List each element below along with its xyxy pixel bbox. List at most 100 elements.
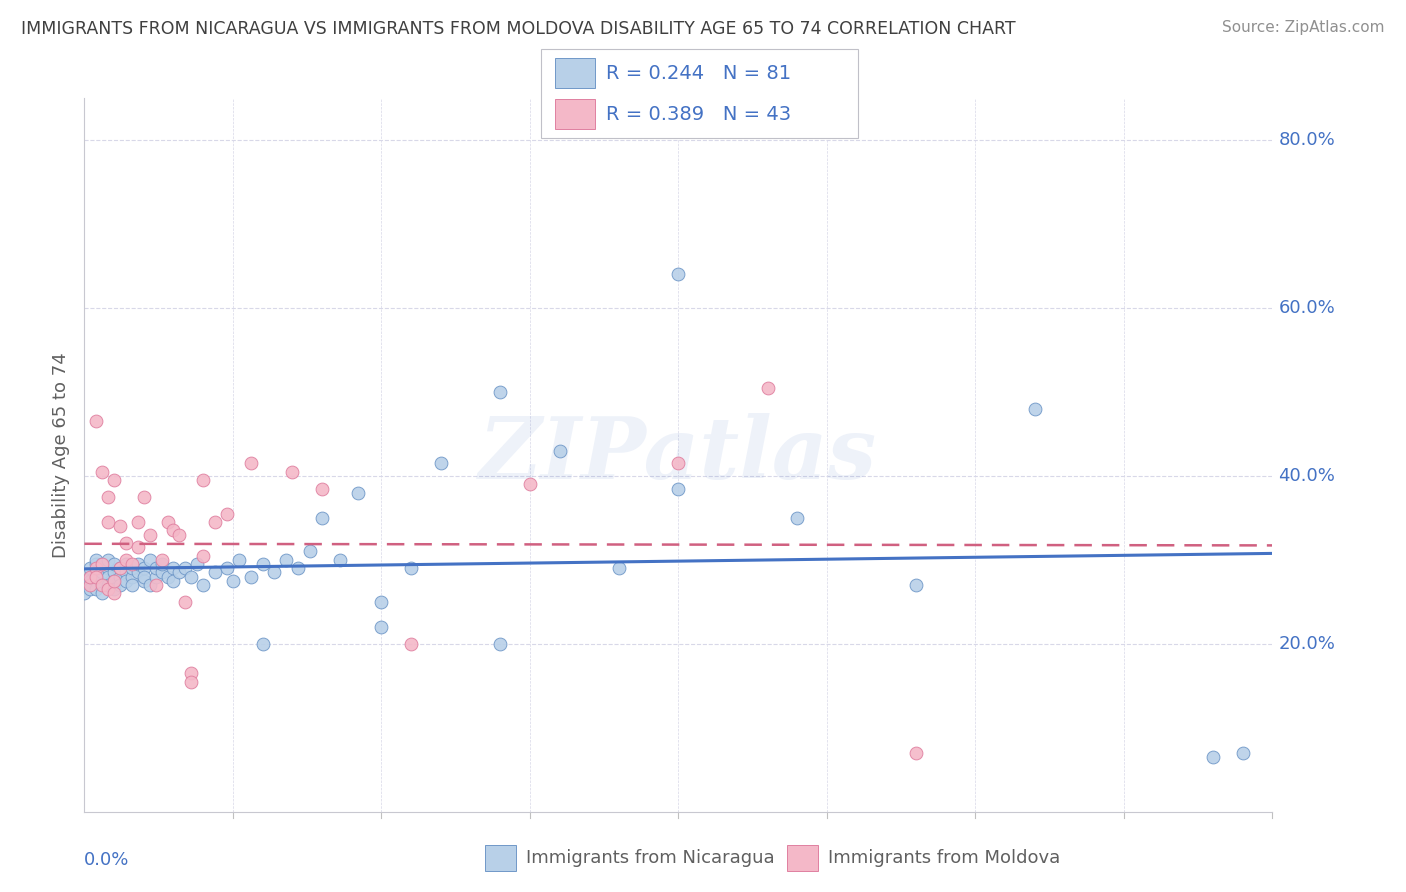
Point xyxy=(91,557,114,571)
Text: 80.0%: 80.0% xyxy=(1278,131,1336,149)
Text: 0.0%: 0.0% xyxy=(84,851,129,869)
Point xyxy=(191,549,215,563)
Point xyxy=(370,620,392,634)
Point xyxy=(132,574,155,588)
Point xyxy=(79,561,101,575)
Point xyxy=(84,553,107,567)
Point xyxy=(786,511,808,525)
Point xyxy=(311,482,333,496)
Point xyxy=(162,524,184,538)
Point xyxy=(222,574,245,588)
Point xyxy=(150,553,173,567)
Point xyxy=(108,561,131,575)
Point xyxy=(162,574,184,588)
Point xyxy=(174,595,197,609)
Point xyxy=(115,557,138,571)
Point xyxy=(103,586,125,600)
Point xyxy=(115,566,138,580)
Point xyxy=(84,414,107,428)
Point xyxy=(215,507,238,521)
Point xyxy=(91,578,114,592)
Point xyxy=(103,566,125,580)
Point xyxy=(103,473,125,487)
Point xyxy=(1024,401,1046,416)
Text: Immigrants from Moldova: Immigrants from Moldova xyxy=(828,849,1060,867)
Point xyxy=(489,384,512,399)
Point xyxy=(239,456,262,470)
Point xyxy=(156,515,179,529)
Point xyxy=(91,578,114,592)
Point xyxy=(84,569,107,583)
Text: Immigrants from Nicaragua: Immigrants from Nicaragua xyxy=(526,849,775,867)
Point xyxy=(97,515,120,529)
Point xyxy=(905,578,928,592)
Point xyxy=(399,637,422,651)
Point xyxy=(276,553,298,567)
Point xyxy=(180,674,202,689)
Point xyxy=(399,561,422,575)
Point xyxy=(127,515,149,529)
Point xyxy=(281,465,304,479)
Point xyxy=(191,578,215,592)
Point xyxy=(127,566,149,580)
Point xyxy=(91,465,114,479)
Point xyxy=(329,553,352,567)
Point xyxy=(84,582,107,597)
Point xyxy=(138,527,160,541)
Point xyxy=(169,566,191,580)
Point xyxy=(252,557,274,571)
Point xyxy=(103,574,125,588)
Point xyxy=(204,515,226,529)
Point xyxy=(607,561,630,575)
Point xyxy=(668,456,690,470)
Point xyxy=(162,561,184,575)
Point xyxy=(73,586,96,600)
Point xyxy=(228,553,250,567)
Point xyxy=(79,569,101,583)
Point xyxy=(668,268,690,282)
Point xyxy=(121,561,143,575)
Point xyxy=(79,569,101,583)
Point xyxy=(186,557,208,571)
Y-axis label: Disability Age 65 to 74: Disability Age 65 to 74 xyxy=(52,352,70,558)
Point xyxy=(97,578,120,592)
Point xyxy=(145,578,167,592)
Point xyxy=(156,569,179,583)
Point xyxy=(132,561,155,575)
Text: 60.0%: 60.0% xyxy=(1278,299,1336,317)
Point xyxy=(115,553,138,567)
Point xyxy=(79,578,101,592)
Point xyxy=(121,569,143,583)
Point xyxy=(97,561,120,575)
Point xyxy=(145,561,167,575)
Point xyxy=(84,561,107,575)
Point xyxy=(138,578,160,592)
Point xyxy=(145,569,167,583)
Point xyxy=(115,536,138,550)
Point xyxy=(91,566,114,580)
Point xyxy=(346,485,368,500)
Point xyxy=(127,557,149,571)
Text: R = 0.244   N = 81: R = 0.244 N = 81 xyxy=(606,63,792,83)
Point xyxy=(204,566,226,580)
Point xyxy=(97,582,120,597)
Point xyxy=(150,557,173,571)
Point xyxy=(252,637,274,651)
Point xyxy=(91,569,114,583)
Point xyxy=(103,582,125,597)
Point xyxy=(138,553,160,567)
Text: Source: ZipAtlas.com: Source: ZipAtlas.com xyxy=(1222,20,1385,35)
Point xyxy=(489,637,512,651)
Point xyxy=(548,443,571,458)
Point xyxy=(115,574,138,588)
Point xyxy=(263,566,285,580)
Point xyxy=(311,511,333,525)
Point xyxy=(174,561,197,575)
Point xyxy=(108,569,131,583)
Point xyxy=(84,557,107,571)
Text: ZIPatlas: ZIPatlas xyxy=(479,413,877,497)
Text: 40.0%: 40.0% xyxy=(1278,467,1336,485)
Text: R = 0.389   N = 43: R = 0.389 N = 43 xyxy=(606,104,792,124)
Point xyxy=(97,490,120,504)
Point xyxy=(91,557,114,571)
